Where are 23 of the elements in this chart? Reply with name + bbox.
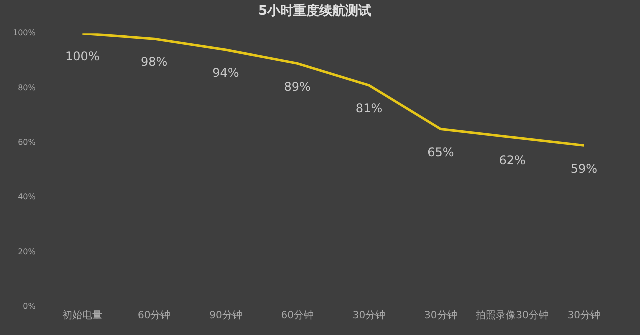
x-tick-label: 30分钟	[568, 310, 601, 322]
text: 62%	[499, 154, 526, 168]
text: 100%	[66, 50, 100, 64]
x-tick-label: 30分钟	[352, 310, 386, 322]
chart-title: 5小时重度续航测试	[258, 3, 372, 20]
text: 98%	[140, 55, 168, 70]
x-tick-label: 90分钟	[210, 310, 242, 322]
x-tick-label: 60分钟	[138, 310, 171, 322]
text: 89%	[284, 80, 311, 94]
x-tick-label: 拍照录像30分钟	[475, 310, 549, 322]
text: 59%	[570, 162, 598, 176]
x-tick-label: 初始电量	[62, 310, 103, 322]
y-tick-label: 80%	[18, 83, 36, 92]
y-tick-label: 40%	[18, 192, 36, 202]
y-tick-label: 100%	[12, 28, 36, 38]
y-tick-label: 60%	[18, 138, 36, 148]
y-tick-label: 0%	[23, 302, 36, 312]
text: 94%	[212, 66, 240, 80]
x-tick-label: 30分钟	[424, 310, 458, 322]
text: 65%	[428, 145, 454, 160]
y-tick-label: 20%	[18, 247, 36, 256]
x-tick-label: 60分钟	[281, 310, 314, 322]
text: 81%	[356, 102, 383, 116]
